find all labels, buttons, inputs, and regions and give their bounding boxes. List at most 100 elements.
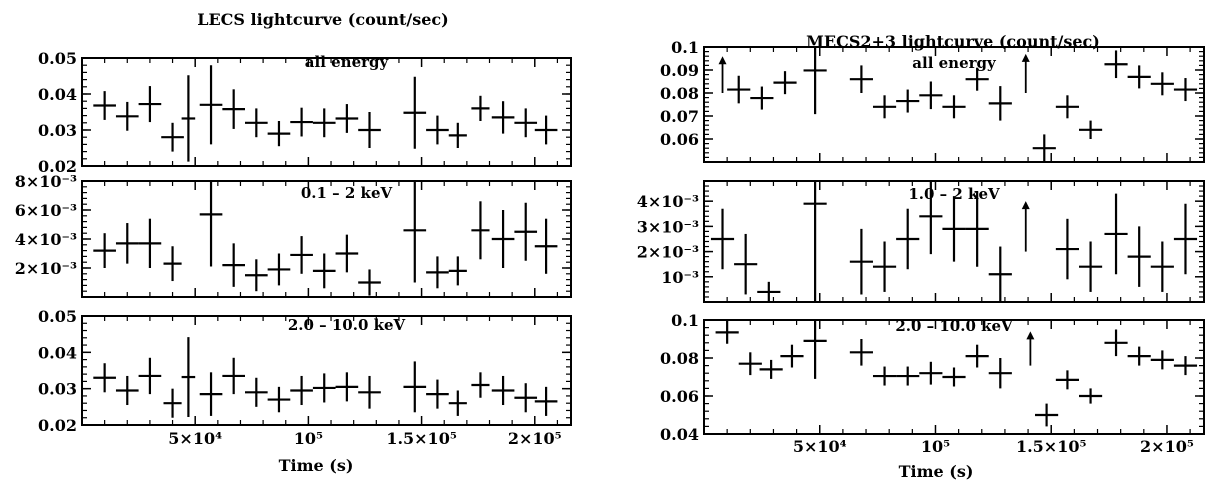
data-point <box>93 363 116 393</box>
lecs-lightcurve-plot: 0.02 0.03 0.04 0.05 all energy 2×10⁻³ 4×10⁻³ 6×… <box>15 49 572 448</box>
energy-band-label: 0.1 – 2 keV <box>301 184 393 202</box>
data-point <box>715 320 739 344</box>
data-point <box>426 115 449 145</box>
data-point <box>534 115 558 145</box>
data-point <box>448 256 467 286</box>
data-point <box>403 181 427 283</box>
data-point <box>727 75 751 104</box>
arrow-head <box>1021 53 1030 62</box>
y-tick-label: 3×10⁻³ <box>637 217 699 236</box>
data-point <box>1035 403 1059 427</box>
data-point <box>942 367 966 387</box>
y-tick-label: 0.06 <box>660 387 699 406</box>
data-point <box>1127 65 1151 89</box>
data-point <box>222 357 245 395</box>
data-point <box>1079 388 1103 404</box>
panel-frame <box>81 315 572 426</box>
data-point <box>138 86 162 123</box>
data-point <box>750 86 774 110</box>
x-tick-label: 2×10⁵ <box>508 429 562 448</box>
y-tick-label: 0.04 <box>38 85 77 104</box>
y-tick-label: 2×10⁻³ <box>15 259 77 278</box>
data-point <box>358 269 381 296</box>
data-point <box>872 366 897 386</box>
data-point <box>988 246 1012 302</box>
data-point <box>115 223 139 264</box>
data-point <box>335 372 359 402</box>
data-point <box>534 218 558 274</box>
data-point <box>115 101 139 131</box>
data-point <box>471 372 490 398</box>
data-point <box>1055 370 1079 390</box>
data-point <box>222 89 245 129</box>
data-point <box>312 373 336 403</box>
y-tick-label: 0.05 <box>38 307 77 326</box>
data-point <box>849 65 873 93</box>
lecs-panel-1: 0.02 0.03 0.04 0.05 all energy <box>38 49 572 176</box>
data-point <box>1104 329 1128 357</box>
x-tick-label: 5×10⁴ <box>168 429 222 448</box>
upper-limit-arrow <box>718 56 727 93</box>
energy-band-label: 2.0 – 10.0 keV <box>288 316 406 334</box>
data-point <box>919 181 943 255</box>
energy-band-label: all energy <box>912 54 997 72</box>
y-tick-label: 6×10⁻³ <box>15 201 77 220</box>
data-point <box>942 196 966 262</box>
lecs-panel-2: 2×10⁻³ 4×10⁻³ 6×10⁻³ 8×10⁻³ 0.1 – 2 keV <box>15 172 572 298</box>
x-tick-label: 1.5×10⁵ <box>386 429 457 448</box>
data-point <box>919 81 943 110</box>
energy-band-label: all energy <box>305 53 390 71</box>
data-point <box>1055 95 1079 119</box>
lecs-chart-title: LECS lightcurve (count/sec) <box>197 10 449 29</box>
data-point <box>872 241 897 292</box>
data-point <box>199 65 223 145</box>
lecs-panel-3: 0.02 0.03 0.04 0.05 2.0 – 10.0 keV <box>38 307 572 435</box>
data-point <box>358 375 381 409</box>
panel-frame <box>703 46 1205 163</box>
y-tick-label: 0.04 <box>660 425 699 444</box>
mecs-panel-2: 10⁻³2×10⁻³3×10⁻³4×10⁻³ 1.0 – 2 keV <box>637 180 1205 303</box>
data-point <box>1079 241 1103 292</box>
data-point <box>514 202 538 261</box>
y-tick-label: 0.04 <box>38 343 77 362</box>
data-point <box>896 366 920 386</box>
y-tick-label: 0.1 <box>671 38 699 57</box>
data-point <box>734 233 758 295</box>
mecs-panel-1: 0.06 0.07 0.08 0.09 0.1 all energy <box>660 38 1205 163</box>
y-tick-label: 0.03 <box>38 121 77 140</box>
lecs-x-axis-label: Time (s) <box>279 456 354 475</box>
data-point <box>803 47 827 115</box>
energy-band-label: 2.0 – 10.0 keV <box>895 317 1013 335</box>
panel-frame <box>81 57 572 167</box>
upper-limit-arrow <box>1026 331 1035 366</box>
data-point <box>534 386 558 416</box>
data-point <box>757 281 781 302</box>
data-point <box>896 208 920 270</box>
y-tick-label: 0.02 <box>38 416 77 435</box>
data-point <box>759 359 783 379</box>
x-tick-label: 2×10⁵ <box>1140 437 1194 456</box>
y-tick-label: 4×10⁻³ <box>637 192 699 211</box>
data-point <box>773 71 797 95</box>
upper-limit-arrow <box>1021 53 1030 93</box>
y-tick-label: 0.02 <box>38 157 77 176</box>
data-point <box>738 352 762 376</box>
data-point <box>1127 346 1151 366</box>
data-point <box>471 95 490 121</box>
data-point <box>896 89 920 113</box>
y-tick-label: 0.08 <box>660 84 699 103</box>
data-point <box>312 108 336 138</box>
data-point <box>849 228 873 295</box>
data-point <box>163 246 182 282</box>
data-point <box>403 76 427 149</box>
y-tick-label: 0.09 <box>660 61 699 80</box>
data-point <box>514 383 538 413</box>
data-point <box>335 104 359 133</box>
mecs-panel-3: 0.04 0.06 0.08 0.1 2.0 – 10.0 keV <box>660 311 1205 444</box>
data-point <box>1150 72 1174 96</box>
data-point <box>1055 218 1079 280</box>
data-point <box>115 375 139 406</box>
data-point <box>1079 120 1103 139</box>
y-tick-label: 0.05 <box>38 49 77 68</box>
